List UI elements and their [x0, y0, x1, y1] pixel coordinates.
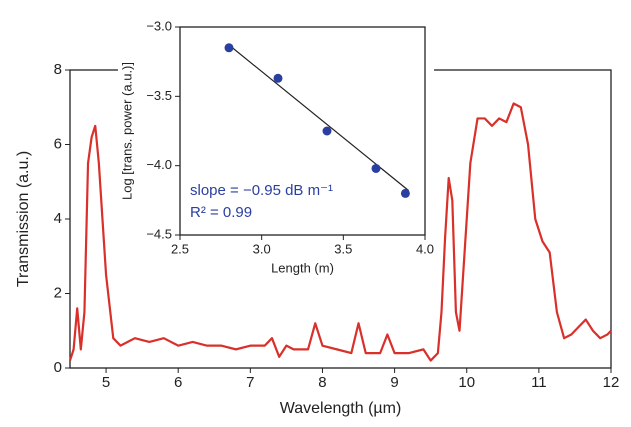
- data-line: [68, 102, 612, 362]
- x-tick-label: 6: [174, 374, 182, 391]
- inset-background: [118, 0, 434, 283]
- y-tick-label: 2: [54, 284, 62, 301]
- x-axis-label: Wavelength (µm): [280, 400, 402, 417]
- chart-panel: 5 6 7 8 9 10 11 12 0 2 4 6 8 Wavelength (µm) Transmiss…: [15, 61, 619, 417]
- y-tick-label: 0: [54, 359, 62, 376]
- x-tick-label: 8: [318, 374, 326, 391]
- data-point: [400, 188, 410, 198]
- y-tick-label: −4.5: [146, 226, 172, 241]
- x-tick-label: 4.0: [416, 241, 434, 256]
- chart-panel: 2.5 3.0 3.5 4.0 −3.0 −3.5 −4.0 −4.5 Length (m) Lo…: [118, 0, 434, 283]
- y-tick-label: 6: [54, 135, 62, 152]
- x-tick-label: 11: [531, 374, 547, 391]
- x-tick-label: 2.5: [171, 241, 189, 256]
- data-point: [371, 163, 381, 173]
- x-tick-label: 5: [102, 374, 110, 391]
- data-point: [322, 126, 332, 136]
- annotation: R² = 0.99: [190, 204, 252, 221]
- y-tick-label: 4: [54, 210, 62, 227]
- x-tick-label: 7: [246, 374, 254, 391]
- data-point: [273, 73, 283, 83]
- y-tick-label: −3.5: [146, 88, 172, 103]
- x-tick-label: 3.5: [334, 241, 352, 256]
- x-axis-label: Length (m): [271, 260, 334, 275]
- data-point: [224, 43, 234, 53]
- x-tick-label: 3.0: [253, 241, 271, 256]
- x-tick-label: 12: [603, 374, 620, 391]
- x-tick-label: 10: [458, 374, 475, 391]
- y-tick-label: −4.0: [146, 157, 172, 172]
- y-tick-label: −3.0: [146, 18, 172, 33]
- plot-frame: [179, 26, 426, 236]
- annotation: slope = −0.95 dB m⁻¹: [190, 182, 333, 199]
- y-axis-label: Transmission (a.u.): [15, 151, 32, 287]
- y-axis-label: Log [trans. power (a.u.)]: [119, 62, 134, 200]
- y-tick-label: 8: [54, 61, 62, 78]
- x-tick-label: 9: [390, 374, 398, 391]
